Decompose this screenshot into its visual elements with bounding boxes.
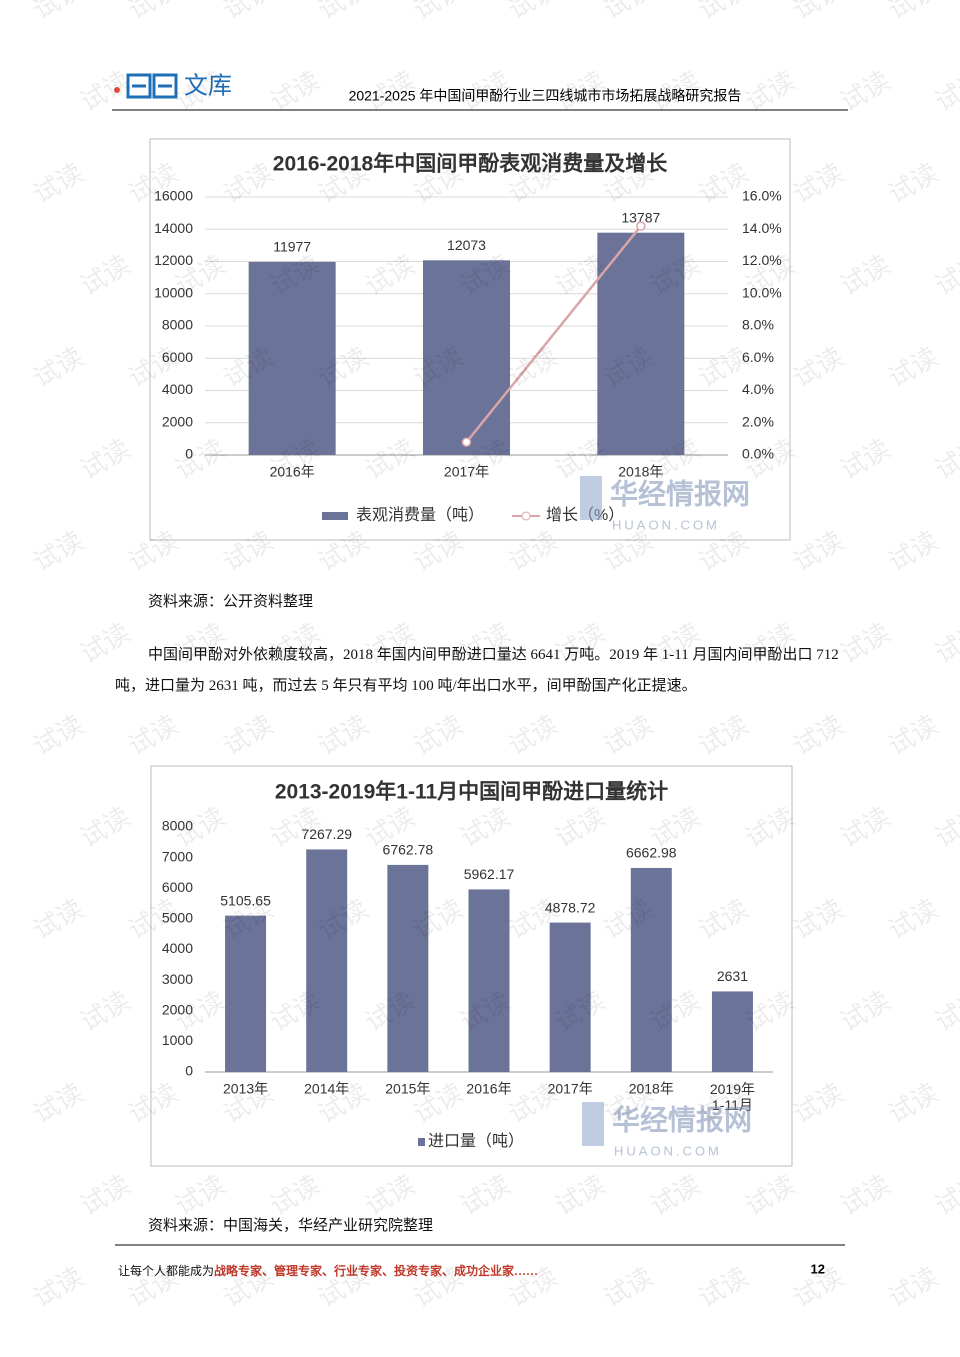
- x-tick-label: 2017年: [444, 464, 489, 480]
- data-label: 6762.78: [383, 842, 434, 858]
- data-label: 11977: [273, 239, 311, 255]
- x-tick-label: 2018年: [618, 464, 663, 480]
- y-tick-label: 1000: [162, 1032, 193, 1048]
- y-tick-label: 4000: [162, 381, 193, 397]
- legend-label: 进口量（吨）: [428, 1132, 524, 1150]
- line-marker: [636, 221, 646, 231]
- bar: [248, 261, 336, 455]
- chart-logo: 华经情报网 HUAON.COM: [580, 476, 750, 532]
- y-tick-label: 2000: [162, 413, 193, 429]
- x-tick-label: 2015年: [385, 1081, 430, 1097]
- logo-text: 文库: [184, 72, 232, 99]
- x-tick-label: 2013年: [223, 1081, 268, 1097]
- x-tick-label: 2018年: [629, 1081, 674, 1097]
- y-tick-label: 8000: [162, 818, 193, 834]
- data-label: 6662.98: [626, 845, 677, 861]
- x-tick-label: 2016年: [270, 464, 315, 480]
- bar: [597, 232, 685, 455]
- line: [465, 225, 642, 443]
- logo-site: HUAON.COM: [614, 1143, 722, 1158]
- data-label: 5105.65: [220, 892, 271, 908]
- y2-tick-label: 12.0%: [742, 252, 782, 268]
- bar: [549, 922, 591, 1072]
- logo-mark: [114, 73, 178, 99]
- y-tick-label: 8000: [162, 317, 193, 333]
- y-tick-label: 3000: [162, 971, 193, 987]
- bar: [423, 260, 510, 455]
- y-tick-label: 6000: [162, 349, 193, 365]
- header-title: 2021-2025 年中国间甲酚行业三四线城市市场拓展战略研究报告: [349, 88, 742, 104]
- data-label: 12073: [447, 237, 486, 253]
- footer-highlight: 战略专家、管理专家、行业专家、投资专家、成功企业家……: [214, 1264, 539, 1278]
- y-tick-label: 16000: [154, 188, 193, 204]
- y2-tick-label: 2.0%: [742, 413, 774, 429]
- y-tick-label: 7000: [162, 848, 193, 864]
- bar: [711, 991, 753, 1072]
- y-tick-label: 4000: [162, 940, 193, 956]
- y-tick-label: 5000: [162, 910, 193, 926]
- chart-title: 2013-2019年1-11月中国间甲酚进口量统计: [275, 780, 668, 804]
- data-label: 4878.72: [545, 899, 596, 915]
- legend-swatch: [521, 511, 531, 521]
- x-tick-label: 2017年: [548, 1081, 593, 1097]
- x-tick-label: 2014年: [304, 1081, 349, 1097]
- y-tick-label: 2000: [162, 1001, 193, 1017]
- y2-tick-label: 6.0%: [742, 349, 774, 365]
- legend-label: 表观消费量（吨）: [356, 506, 484, 524]
- footer-text: 让每个人都能成为战略专家、管理专家、行业专家、投资专家、成功企业家……: [118, 1262, 538, 1279]
- data-label: 7267.29: [301, 826, 352, 842]
- y-tick-label: 0: [185, 446, 193, 462]
- logo-name: 华经情报网: [610, 477, 750, 509]
- footer-lead: 让每个人都能成为: [118, 1264, 215, 1278]
- y-tick-label: 0: [185, 1063, 193, 1079]
- y-tick-label: 14000: [154, 220, 193, 236]
- page-number: 12: [811, 1261, 825, 1276]
- body-paragraph: 中国间甲酚对外依赖度较高，2018 年国内间甲酚进口量达 6641 万吨。201…: [115, 647, 839, 694]
- legend-swatch: [322, 512, 348, 520]
- bar: [225, 915, 267, 1072]
- logo-mark: [580, 476, 602, 520]
- data-label: 2631: [717, 968, 748, 984]
- chart: 2013-2019年1-11月中国间甲酚进口量统计 0 1000 2000 3000 40…: [150, 765, 793, 1167]
- bar: [630, 867, 672, 1072]
- legend-swatch: [418, 1138, 425, 1146]
- y-tick-label: 6000: [162, 879, 193, 895]
- y-tick-label: 10000: [154, 284, 193, 300]
- logo-mark: [582, 1102, 604, 1146]
- bar: [468, 889, 510, 1072]
- y2-tick-label: 4.0%: [742, 381, 774, 397]
- source-note: 资料来源：公开资料整理: [148, 594, 314, 610]
- chart-title: 2016-2018年中国间甲酚表观消费量及增长: [273, 152, 668, 176]
- data-label: 5962.17: [464, 866, 515, 882]
- line-marker: [461, 437, 472, 447]
- bar: [306, 849, 348, 1072]
- y2-tick-label: 14.0%: [742, 220, 782, 236]
- y2-tick-label: 10.0%: [742, 284, 782, 300]
- chart: 2016-2018年中国间甲酚表观消费量及增长 0 2000 4000 6000 8000…: [149, 138, 791, 541]
- y2-tick-label: 0.0%: [742, 446, 774, 462]
- logo-site: HUAON.COM: [612, 517, 720, 532]
- y2-tick-label: 8.0%: [742, 317, 774, 333]
- y2-tick-label: 16.0%: [742, 188, 782, 204]
- x-tick-label: 2016年: [466, 1081, 511, 1097]
- bar: [387, 864, 429, 1072]
- y-tick-label: 12000: [154, 252, 193, 268]
- chart-logo: 华经情报网 HUAON.COM: [582, 1102, 752, 1158]
- x-tick-label: 2019年 1-11月: [710, 1081, 755, 1113]
- source-note: 资料来源：中国海关，华经产业研究院整理: [148, 1218, 434, 1234]
- data-label: 13787: [621, 209, 660, 225]
- logo-name: 华经情报网: [612, 1103, 752, 1135]
